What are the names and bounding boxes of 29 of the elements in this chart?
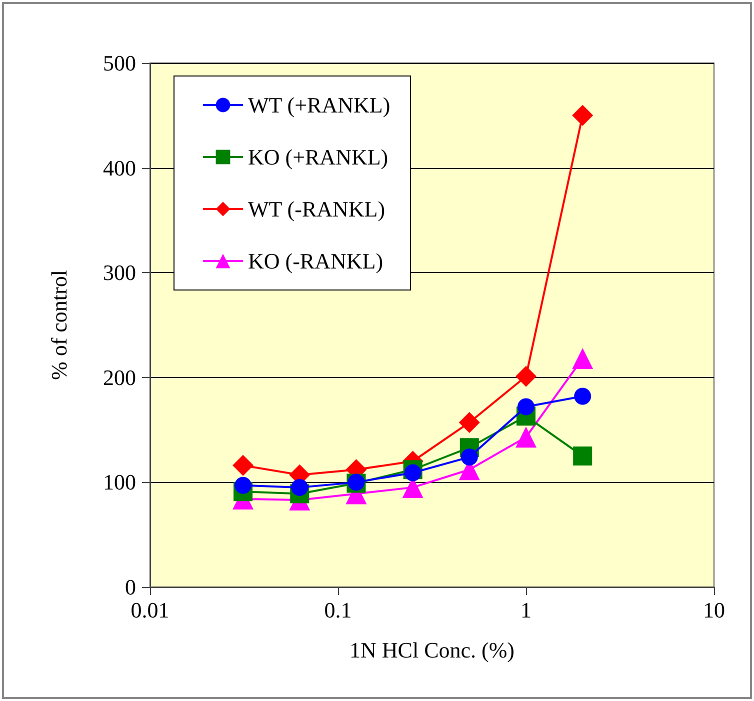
point (516, 366, 536, 387)
y-tick-label: 200 (103, 364, 136, 390)
point (572, 104, 594, 126)
legend-label: KO (-RANKL) (248, 248, 384, 274)
point (460, 448, 478, 466)
legend-label: WT (+RANKL) (248, 92, 390, 118)
point (518, 398, 534, 416)
point (516, 426, 536, 448)
point (232, 454, 254, 476)
x-tick-label: 10 (703, 598, 725, 622)
y-axis-title: % of control (46, 270, 72, 380)
x-tick-label: 0.01 (130, 598, 170, 622)
point (573, 446, 592, 466)
legend-label: KO (+RANKL) (248, 144, 388, 170)
x-axis-title: 1N HCl Conc. (%) (350, 638, 514, 662)
y-tick-label: 0 (125, 574, 136, 600)
point (404, 464, 422, 482)
point (291, 478, 308, 496)
legend-label: WT (-RANKL) (248, 196, 386, 222)
y-tick-label: 300 (103, 260, 136, 286)
point (458, 412, 480, 433)
y-tick-label: 100 (103, 470, 136, 495)
x-tick-label: 0.1 (324, 598, 352, 622)
y-tick-label: 400 (103, 155, 136, 180)
point (572, 348, 594, 370)
x-tick-label: 1 (520, 598, 532, 622)
point (234, 476, 252, 494)
y-tick-label: 500 (103, 50, 136, 76)
point (574, 388, 592, 405)
